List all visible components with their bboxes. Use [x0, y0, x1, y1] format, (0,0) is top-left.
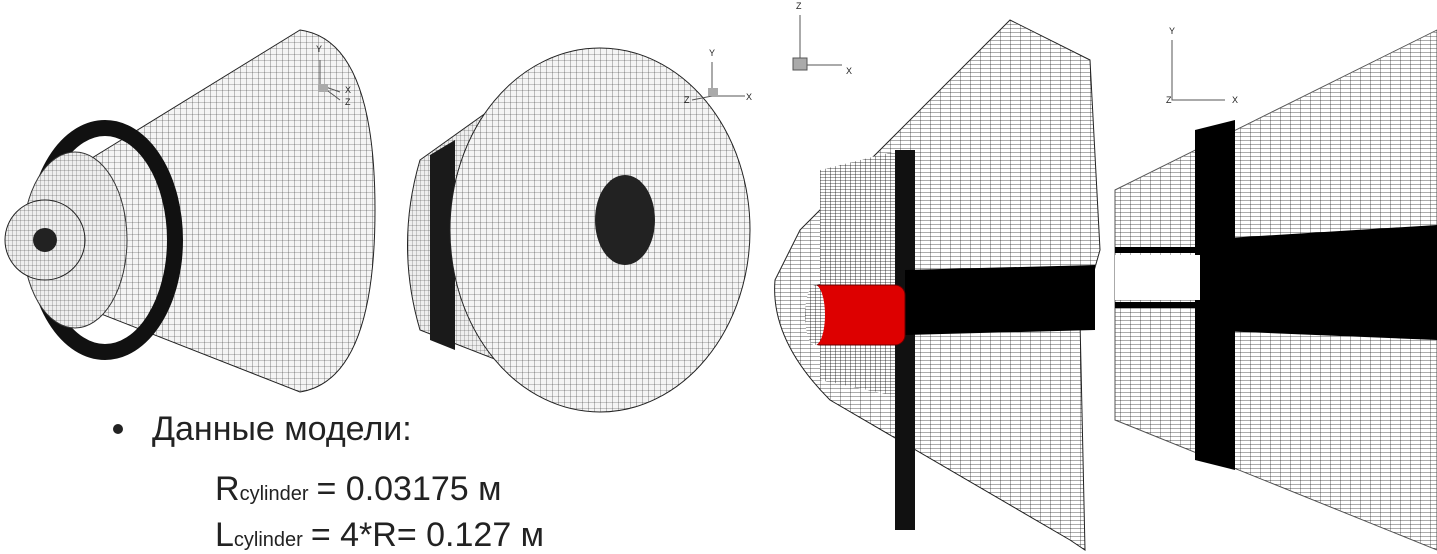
bullet-dot [113, 424, 123, 434]
axis-label: X [1232, 95, 1238, 105]
mesh-figure-3: Z X [775, 1, 1100, 550]
mesh-figure-2: Y Z X [408, 48, 753, 412]
axis-label: Z [345, 97, 351, 107]
slide: Y X Z Y Z X Z X Y Z X Данные модели: Rcy… [0, 0, 1437, 554]
axis-label: Z [796, 1, 802, 11]
subscript: cylinder [234, 529, 303, 551]
axis-label: Y [316, 44, 322, 54]
symbol: R [215, 470, 240, 508]
page: {"figures":[{"axes":["Y","X","Z"]},{"axe… [0, 0, 1437, 554]
mesh-figure-4: Y Z X [1115, 26, 1437, 550]
axis-label: Z [1166, 95, 1172, 105]
slide-canvas: Y X Z Y Z X Z X Y Z X Данные модели: Rcy… [0, 0, 1437, 554]
formula-line: Rcylinder = 0.03175 м [215, 470, 502, 508]
axis-label: Y [1169, 26, 1175, 36]
expression: = 0.03175 м [316, 470, 501, 508]
formula-line: Lcylinder = 4*R= 0.127 м [215, 516, 544, 554]
axis-label: X [846, 66, 852, 76]
axis-label: Z [684, 95, 690, 105]
subscript: cylinder [240, 483, 309, 505]
symbol: L [215, 516, 234, 554]
axis-label: X [345, 85, 351, 95]
axis-label: Y [709, 48, 715, 58]
mesh-figure-1: Y X Z [5, 30, 375, 392]
bullet-title: Данные модели: [152, 410, 412, 448]
axis-label: X [746, 92, 752, 102]
expression: = 4*R= 0.127 м [311, 516, 544, 554]
